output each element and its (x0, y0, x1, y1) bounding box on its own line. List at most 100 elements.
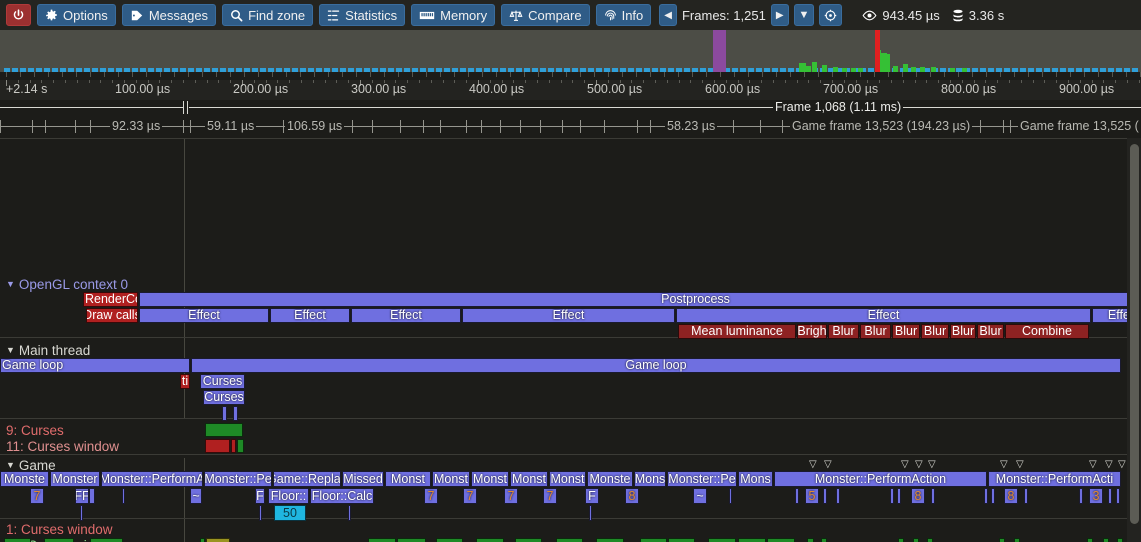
game-zone[interactable] (823, 488, 827, 504)
mainthread-zone[interactable]: Curses (203, 390, 245, 405)
time-ruler[interactable]: +2.14 s 100.00 µs 200.00 µs 300.00 µs 400.00… (0, 80, 1141, 100)
opengl-zone[interactable]: Combine (1005, 324, 1089, 339)
lock-zone[interactable] (1103, 538, 1109, 542)
trace-overview-minimap[interactable] (0, 30, 1141, 72)
opengl-zone[interactable]: Mean luminance (678, 324, 796, 339)
game-zone[interactable]: Monst (510, 471, 548, 487)
game-zone[interactable]: Monster::PerformActi (988, 471, 1121, 487)
game-zone[interactable]: Monster::PerformA (101, 471, 203, 487)
opengl-zone[interactable]: Effect (351, 308, 461, 323)
opengl-zone[interactable]: Effect (270, 308, 350, 323)
frames-dropdown-button[interactable]: ▼ (793, 4, 815, 26)
game-zone[interactable]: Monst (432, 471, 470, 487)
frame-bars[interactable]: Frame 1,068 (1.11 ms) 92.33 µs 59.11 µs 106… (0, 100, 1141, 138)
messages-button[interactable]: Messages (121, 4, 217, 26)
opengl-zone[interactable]: Blur (892, 324, 920, 339)
lock-zone[interactable] (205, 423, 243, 437)
game-zone[interactable]: FF (75, 488, 89, 504)
lock-zone[interactable] (708, 538, 736, 542)
opengl-zone[interactable]: Blur (950, 324, 976, 339)
game-zone[interactable]: 7 (504, 488, 518, 504)
lock-zone[interactable] (4, 538, 31, 542)
game-zone[interactable] (931, 488, 935, 504)
game-zone[interactable] (259, 505, 262, 521)
track-header-game[interactable]: ▼ Game (6, 458, 56, 473)
track-header-main-thread[interactable]: ▼ Main thread (6, 343, 90, 358)
lock-zone[interactable] (556, 538, 583, 542)
game-zone[interactable] (991, 488, 995, 504)
timeline-vertical-scrollbar[interactable] (1127, 138, 1141, 542)
game-zone[interactable]: ~ (190, 488, 202, 504)
lock-zone[interactable] (515, 538, 542, 542)
lock-zone[interactable] (913, 538, 919, 542)
game-zone[interactable]: 50 (274, 505, 306, 521)
lock-label-11-curses-window[interactable]: 11: Curses window (6, 439, 119, 454)
mainthread-zone[interactable]: Curses (200, 374, 245, 389)
game-zone[interactable]: Monst (385, 471, 431, 487)
memory-button[interactable]: Memory (411, 4, 496, 26)
lock-zone[interactable] (927, 538, 933, 542)
lock-zone[interactable] (1117, 538, 1123, 542)
lock-zone[interactable] (206, 538, 230, 542)
game-zone[interactable]: Mons (738, 471, 773, 487)
find-zone-button[interactable]: Find zone (222, 4, 314, 26)
game-zone[interactable] (1116, 488, 1120, 504)
mainthread-zone[interactable] (222, 406, 227, 421)
game-zone[interactable]: Monst (549, 471, 586, 487)
lock-zone[interactable] (436, 538, 463, 542)
game-zone[interactable] (795, 488, 799, 504)
opengl-zone[interactable]: RenderConte (83, 292, 138, 307)
game-zone[interactable] (589, 505, 592, 521)
lock-zone[interactable] (640, 538, 667, 542)
lock-zone[interactable] (90, 538, 123, 542)
game-zone[interactable]: 7 (30, 488, 44, 504)
mainthread-zone[interactable]: ti (180, 374, 190, 389)
opengl-zone[interactable]: Effect (462, 308, 675, 323)
opengl-zone[interactable]: Effect (676, 308, 1091, 323)
game-zone[interactable] (1108, 488, 1112, 504)
game-zone[interactable] (890, 488, 894, 504)
game-zone[interactable]: Game::Replay (273, 471, 341, 487)
frames-prev-button[interactable]: ◀ (659, 4, 677, 26)
game-zone[interactable] (1079, 488, 1083, 504)
lock-zone[interactable] (44, 538, 74, 542)
game-zone[interactable] (729, 488, 732, 504)
lock-zone[interactable] (767, 538, 795, 542)
statistics-button[interactable]: Statistics (319, 4, 406, 26)
game-zone[interactable] (1024, 488, 1028, 504)
game-zone[interactable]: Monster (50, 471, 100, 487)
game-zone[interactable]: F (255, 488, 265, 504)
game-zone[interactable]: 7 (463, 488, 477, 504)
lock-zone[interactable] (368, 538, 396, 542)
game-zone[interactable]: 8 (911, 488, 925, 504)
options-button[interactable]: Options (37, 4, 116, 26)
game-zone[interactable]: 8 (625, 488, 639, 504)
game-zone[interactable]: Monste (0, 471, 49, 487)
opengl-zone[interactable]: Blur (977, 324, 1004, 339)
scrollbar-thumb[interactable] (1130, 144, 1139, 524)
lock-zone[interactable] (738, 538, 766, 542)
lock-zone[interactable] (596, 538, 624, 542)
compare-button[interactable]: Compare (501, 4, 590, 26)
lock-zone[interactable] (821, 538, 827, 542)
game-zone[interactable]: 5 (805, 488, 819, 504)
lock-zone[interactable] (807, 538, 814, 542)
lock-label-9-curses[interactable]: 9: Curses (6, 423, 64, 438)
frames-next-button[interactable]: ▶ (770, 4, 789, 26)
lock-zone[interactable] (200, 538, 205, 542)
game-zone[interactable] (122, 488, 125, 504)
lock-zone[interactable] (476, 538, 504, 542)
game-zone[interactable]: Floor::Calc (310, 488, 374, 504)
game-zone[interactable]: ~ (693, 488, 707, 504)
opengl-zone[interactable]: Blur (860, 324, 891, 339)
lock-zone[interactable] (1014, 538, 1020, 542)
power-button[interactable] (6, 4, 31, 26)
game-zone[interactable] (836, 488, 840, 504)
mainthread-zone[interactable]: Game loop (191, 358, 1121, 373)
lock-zone[interactable] (205, 439, 230, 453)
info-button[interactable]: Info (595, 4, 652, 26)
game-zone[interactable]: Monster::PerformAction (774, 471, 987, 487)
lock-label-1-curses-window[interactable]: 1: Curses window (6, 522, 113, 537)
opengl-zone[interactable]: Blur (828, 324, 859, 339)
game-zone[interactable]: Monste (587, 471, 633, 487)
